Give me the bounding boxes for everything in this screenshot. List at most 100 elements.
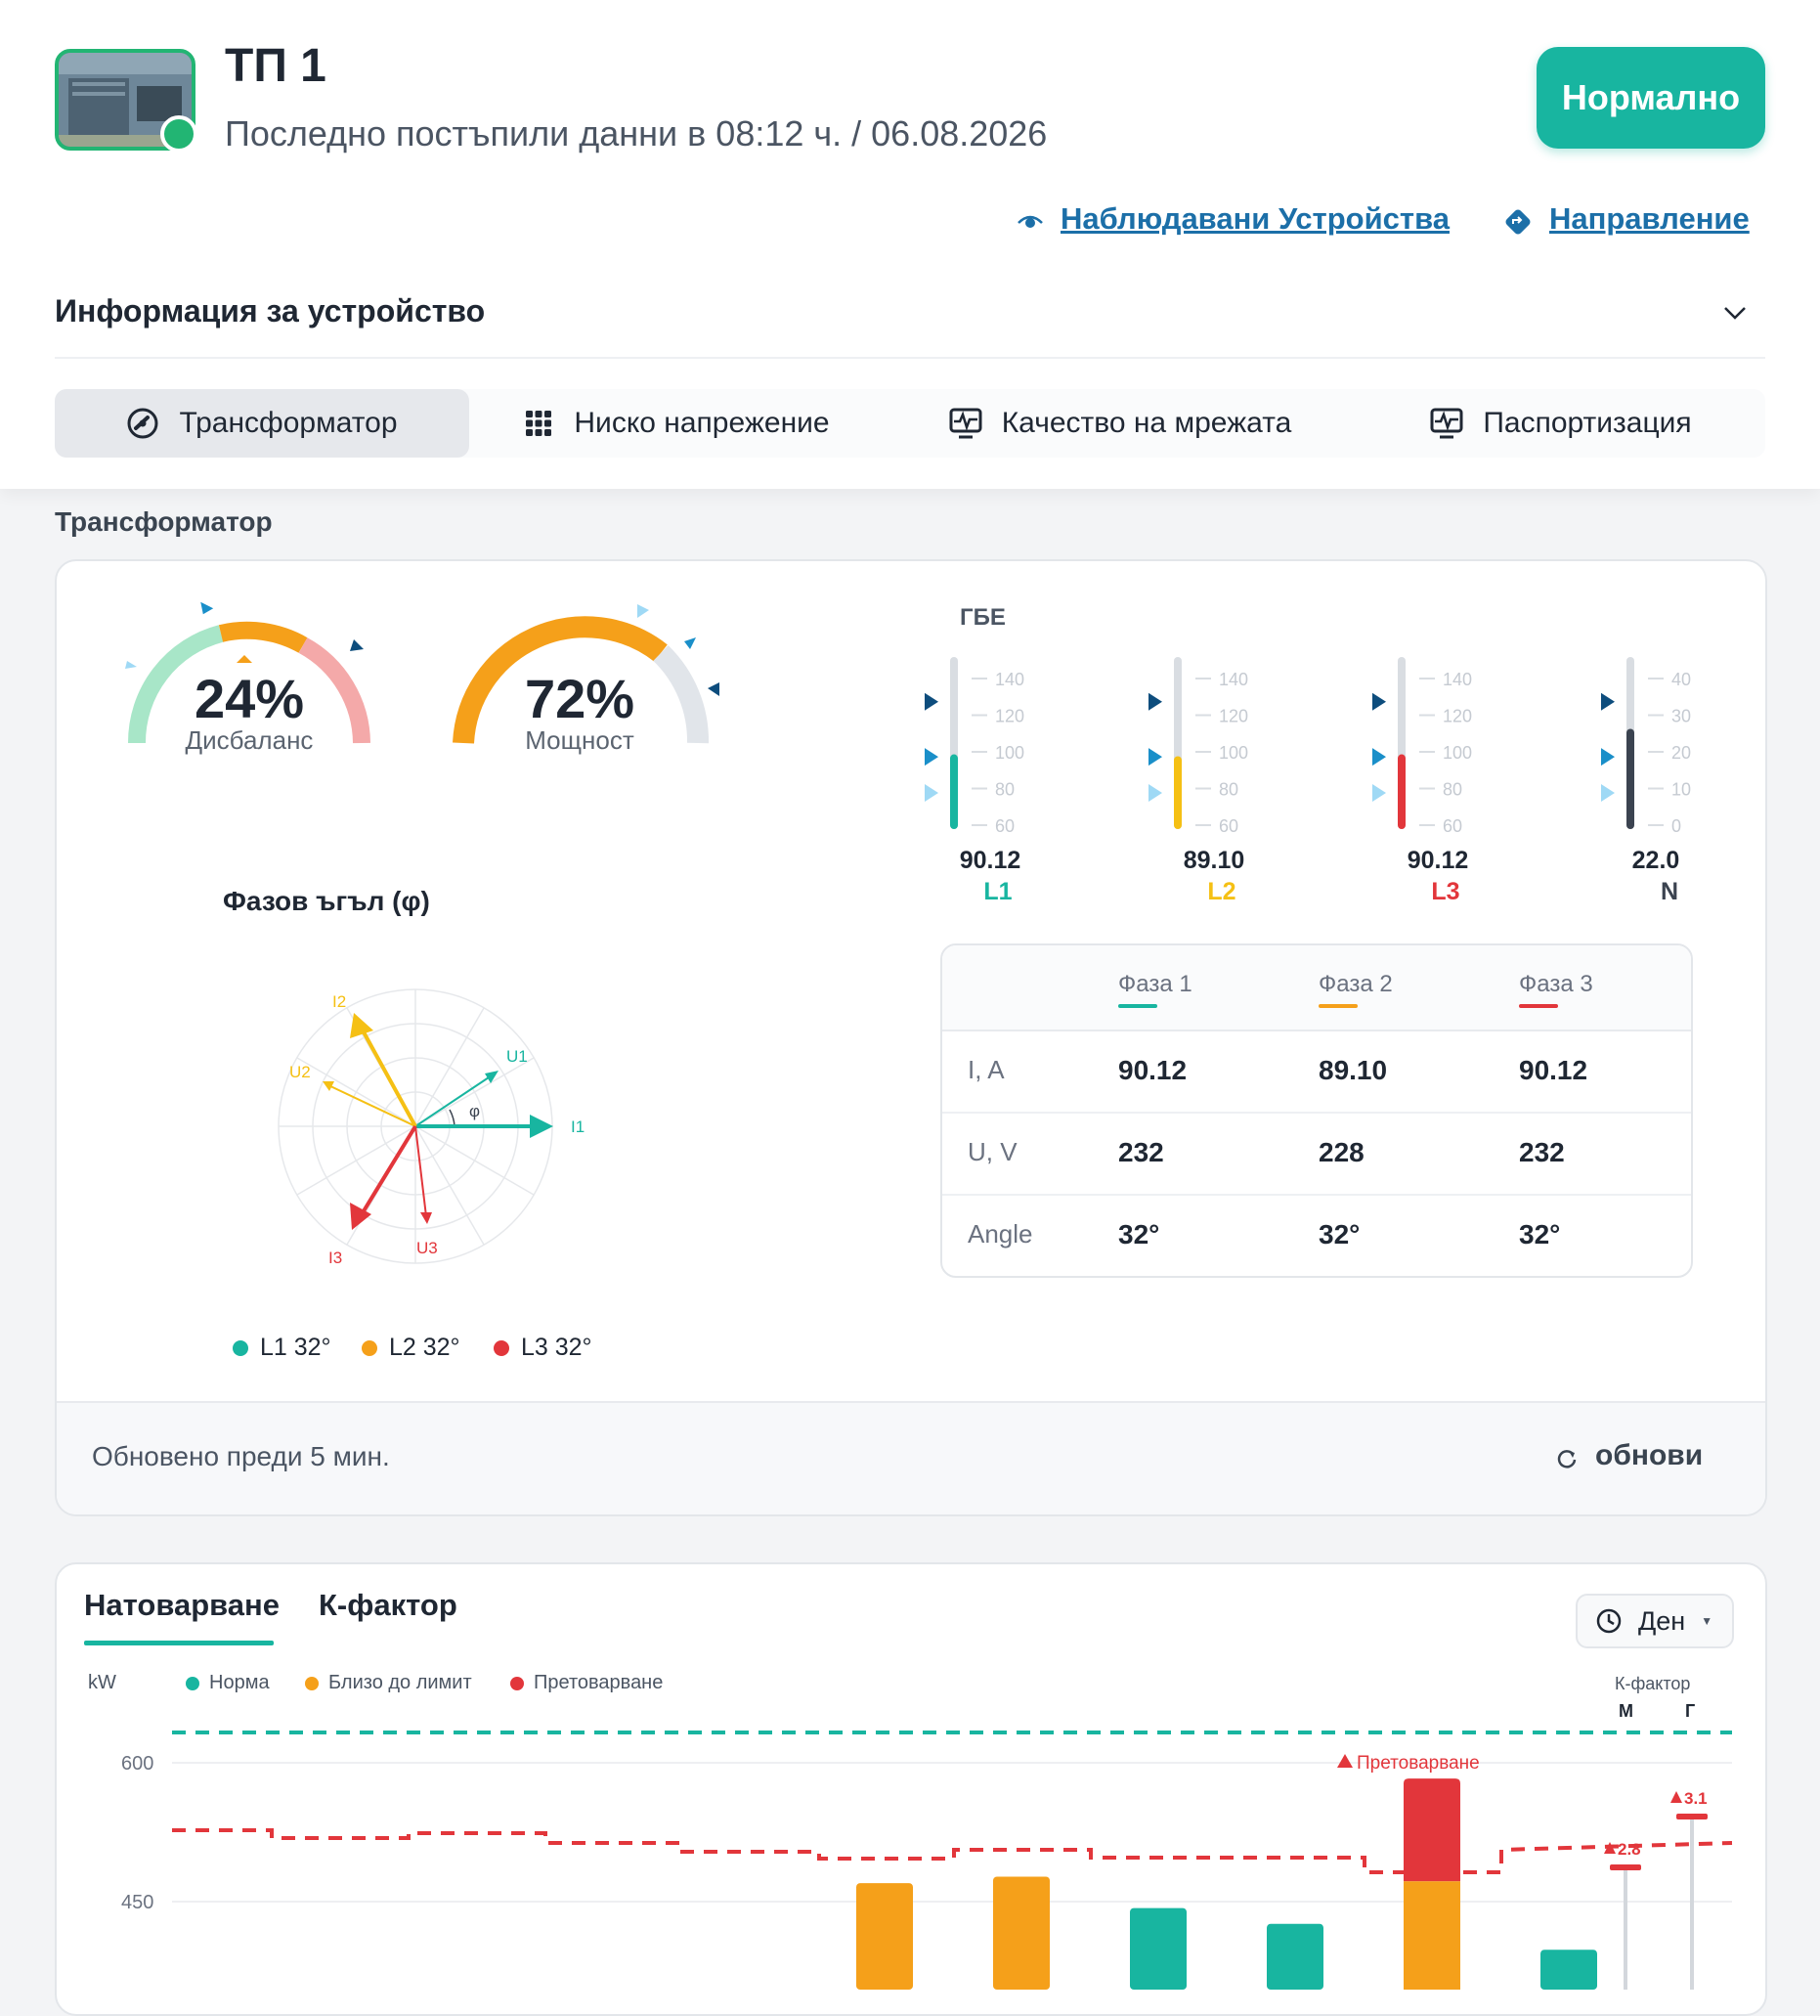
power-label: Мощност [525, 725, 634, 755]
row-label: Angle [968, 1219, 1033, 1249]
tab-passport[interactable]: Паспортизация [1357, 389, 1765, 458]
direction-icon [1505, 209, 1531, 235]
meter-tick-label: 140 [995, 670, 1024, 689]
meter-tick-label: 120 [1443, 707, 1472, 726]
legend-label: L2 32° [389, 1334, 460, 1361]
table-cell: 32° [1118, 1219, 1160, 1249]
k-factor-value: 2.8 [1618, 1840, 1641, 1859]
meter-marker-icon [1601, 748, 1615, 767]
meter-marker-icon [1372, 748, 1386, 767]
phi-label: φ [469, 1102, 480, 1120]
table-row: I, A 90.12 89.10 90.12 [942, 1030, 1691, 1114]
meter-marker-icon [1148, 692, 1162, 711]
load-chart: 600 450 Претоварване 2.8 3.1 [121, 1731, 1733, 1990]
meter-fill [1398, 754, 1406, 829]
meter-marker-icon [1601, 692, 1615, 711]
phase-table: Фаза 1 Фаза 2 Фаза 3 I, A 90.12 89.10 90… [940, 943, 1693, 1278]
tab-low-voltage[interactable]: Ниско напрежение [469, 389, 884, 458]
meter-tick-label: 80 [1443, 780, 1462, 800]
imbalance-label: Дисбаланс [185, 725, 314, 755]
online-status-icon [160, 115, 197, 153]
k-factor-col-m: М [1619, 1701, 1633, 1721]
legend-label: L3 32° [521, 1334, 592, 1361]
table-cell: 232 [1519, 1137, 1565, 1167]
meter-tick-label: 10 [1671, 780, 1691, 800]
range-select[interactable]: Ден ▼ [1576, 1594, 1734, 1648]
bar [1540, 1950, 1597, 1990]
status-badge[interactable]: Нормално [1537, 47, 1765, 149]
pulse-icon [949, 408, 982, 439]
legend-dot [494, 1339, 509, 1356]
meter-tick-label: 60 [1219, 816, 1238, 836]
imbalance-gauge [125, 601, 370, 744]
phase-angle-title: Фазов ъгъл (φ) [223, 886, 430, 916]
meter-fill [1626, 728, 1634, 829]
grid-icon [526, 411, 552, 436]
meter-marker-icon [1372, 692, 1386, 711]
bar-overload-segment [1404, 1778, 1460, 1882]
page-title: ТП 1 [225, 40, 326, 92]
imbalance-value: 24% [194, 668, 305, 729]
meter-tick-label: 100 [1443, 743, 1472, 763]
row-label: U, V [968, 1137, 1018, 1166]
table-row: U, V 232 228 232 [942, 1112, 1691, 1196]
meter-tick-label: 30 [1671, 707, 1691, 726]
meter-tick-label: 140 [1219, 670, 1248, 689]
bar [856, 1883, 913, 1990]
table-cell: 32° [1519, 1219, 1561, 1249]
vector-label-i3: I3 [328, 1249, 342, 1267]
meter-tick-label: 40 [1671, 670, 1691, 689]
eye-icon [1018, 215, 1043, 228]
meter-fill [950, 754, 958, 829]
k-factor-value: 3.1 [1684, 1789, 1708, 1808]
refresh-icon[interactable] [1556, 1448, 1578, 1469]
tab-bar: Трансформатор Ниско напрежение Качество … [55, 389, 1765, 458]
card-footer [57, 1401, 1765, 1514]
gbe-title: ГБЕ [960, 604, 1006, 631]
meter-marker-icon [1601, 784, 1615, 803]
phase-underline [1118, 1004, 1157, 1008]
legend-dot [305, 1676, 319, 1690]
k-factor-up-icon [1604, 1842, 1616, 1854]
meter-fill [1174, 756, 1182, 829]
meter-name-n: N [1660, 878, 1679, 905]
tab-k-factor[interactable]: К-фактор [319, 1588, 457, 1622]
legend-overload: Претоварване [510, 1672, 663, 1694]
tab-label: Трансформатор [179, 407, 398, 439]
meter-name-l2: L2 [1207, 878, 1236, 905]
meter-tick-label: 20 [1671, 743, 1691, 763]
watched-devices-link[interactable]: Наблюдавани Устройства [1061, 201, 1450, 236]
legend-l1: L1 32° [233, 1334, 331, 1362]
meter-tick-label: 120 [995, 707, 1024, 726]
legend-label: Претоварване [534, 1672, 664, 1693]
bar [1404, 1881, 1460, 1990]
legend-norm: Норма [186, 1672, 270, 1694]
tab-transformer[interactable]: Трансформатор [55, 389, 469, 458]
chevron-down-icon[interactable] [1722, 303, 1748, 323]
row-label: I, A [968, 1055, 1005, 1084]
refresh-button[interactable]: обнови [1595, 1439, 1704, 1471]
gauges [125, 601, 719, 744]
direction-link[interactable]: Направление [1549, 201, 1750, 236]
legend-l2: L2 32° [362, 1334, 460, 1362]
meter-marker-icon [925, 692, 938, 711]
table-cell: 90.12 [1118, 1055, 1188, 1085]
meter-value-n: 22.0 [1631, 847, 1680, 874]
k-factor-up-icon [1670, 1791, 1682, 1803]
tab-label: Паспортизация [1483, 407, 1692, 439]
k-factor-marker [1676, 1814, 1708, 1819]
tab-load[interactable]: Натоварване [84, 1588, 281, 1622]
phase-underline [1519, 1004, 1558, 1008]
vector-label-i1: I1 [571, 1118, 585, 1136]
meter-marker-icon [925, 748, 938, 767]
caret-down-icon: ▼ [1701, 1614, 1713, 1628]
overload-limit-line [172, 1828, 1733, 1874]
meter-value-l3: 90.12 [1407, 847, 1469, 874]
tab-label: Ниско напрежение [574, 407, 830, 439]
meter-tick-label: 60 [995, 816, 1015, 836]
tab-network-quality[interactable]: Качество на мрежата [884, 389, 1357, 458]
vector-label-u1: U1 [506, 1047, 528, 1066]
k-factor-marker [1610, 1864, 1641, 1870]
active-tab-indicator [84, 1641, 274, 1645]
meter-tick-label: 100 [995, 743, 1024, 763]
